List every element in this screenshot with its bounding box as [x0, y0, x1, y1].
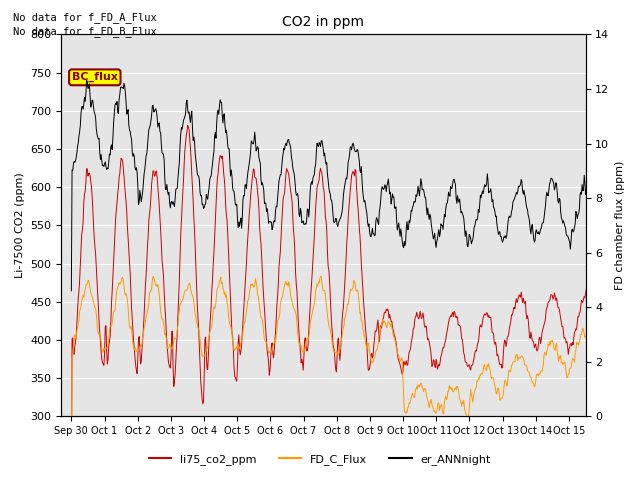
Legend: li75_co2_ppm, FD_C_Flux, er_ANNnight: li75_co2_ppm, FD_C_Flux, er_ANNnight [145, 450, 495, 469]
Y-axis label: FD chamber flux (ppm): FD chamber flux (ppm) [615, 161, 625, 290]
Text: No data for f_FD_A_Flux: No data for f_FD_A_Flux [13, 12, 157, 23]
Title: CO2 in ppm: CO2 in ppm [282, 15, 365, 29]
Text: BC_flux: BC_flux [72, 72, 118, 83]
Y-axis label: Li-7500 CO2 (ppm): Li-7500 CO2 (ppm) [15, 172, 25, 278]
Text: No data for f_FD_B_Flux: No data for f_FD_B_Flux [13, 26, 157, 37]
